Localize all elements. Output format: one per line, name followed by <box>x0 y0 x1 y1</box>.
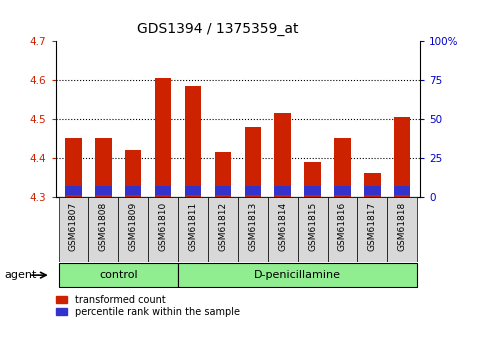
Text: GSM61818: GSM61818 <box>398 202 407 251</box>
Bar <box>185 186 201 196</box>
Bar <box>118 197 148 262</box>
Text: GSM61809: GSM61809 <box>129 202 138 251</box>
Bar <box>125 150 142 197</box>
Bar <box>274 113 291 197</box>
Bar <box>364 173 381 197</box>
Bar <box>357 197 387 262</box>
Text: control: control <box>99 270 138 280</box>
Text: GSM61813: GSM61813 <box>248 202 257 251</box>
Bar <box>274 186 291 196</box>
Bar <box>125 186 142 196</box>
Bar <box>244 127 261 197</box>
Bar <box>394 186 411 196</box>
Bar <box>364 186 381 196</box>
Bar <box>65 138 82 197</box>
Text: GSM61811: GSM61811 <box>188 202 198 251</box>
Bar <box>155 186 171 196</box>
Text: GSM61810: GSM61810 <box>158 202 168 251</box>
Bar <box>178 197 208 262</box>
Bar <box>215 186 231 196</box>
Bar <box>304 162 321 197</box>
Bar <box>334 186 351 196</box>
Bar <box>238 197 268 262</box>
Text: GDS1394 / 1375359_at: GDS1394 / 1375359_at <box>137 22 298 37</box>
Text: GSM61816: GSM61816 <box>338 202 347 251</box>
Text: GSM61812: GSM61812 <box>218 202 227 251</box>
Bar <box>334 138 351 197</box>
Text: GSM61808: GSM61808 <box>99 202 108 251</box>
Bar <box>155 78 171 197</box>
Bar <box>95 186 112 196</box>
Bar <box>58 197 88 262</box>
Bar <box>185 86 201 197</box>
Text: GSM61807: GSM61807 <box>69 202 78 251</box>
Bar <box>148 197 178 262</box>
Text: GSM61817: GSM61817 <box>368 202 377 251</box>
Bar <box>58 264 178 287</box>
Bar <box>304 186 321 196</box>
Text: D-penicillamine: D-penicillamine <box>254 270 341 280</box>
Bar <box>208 197 238 262</box>
Text: GSM61814: GSM61814 <box>278 202 287 251</box>
Bar <box>95 138 112 197</box>
Bar <box>88 197 118 262</box>
Bar <box>178 264 417 287</box>
Bar <box>387 197 417 262</box>
Bar <box>394 117 411 197</box>
Text: agent: agent <box>5 270 37 280</box>
Bar <box>327 197 357 262</box>
Bar <box>298 197 327 262</box>
Bar <box>268 197 298 262</box>
Text: GSM61815: GSM61815 <box>308 202 317 251</box>
Legend: transformed count, percentile rank within the sample: transformed count, percentile rank withi… <box>56 295 240 317</box>
Bar <box>215 152 231 197</box>
Bar <box>244 186 261 196</box>
Bar <box>65 186 82 196</box>
